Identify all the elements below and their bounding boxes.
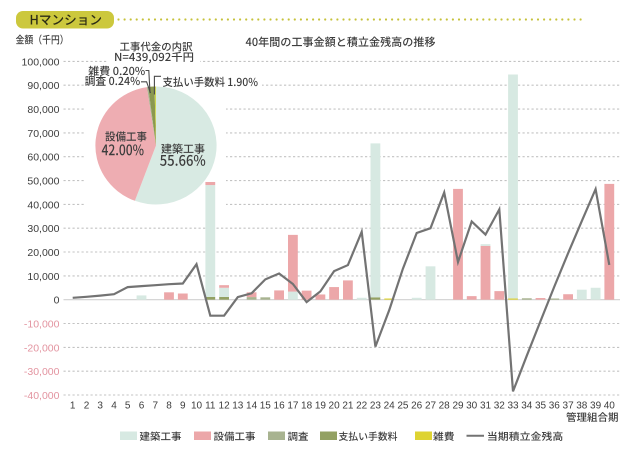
- svg-text:32: 32: [494, 401, 506, 412]
- svg-text:2: 2: [84, 401, 90, 412]
- svg-text:35: 35: [535, 401, 547, 412]
- svg-text:29: 29: [452, 401, 464, 412]
- svg-text:24: 24: [384, 401, 396, 412]
- svg-text:28: 28: [439, 401, 451, 412]
- svg-text:6: 6: [139, 401, 145, 412]
- svg-text:60,000: 60,000: [27, 152, 59, 164]
- svg-text:0: 0: [54, 295, 60, 307]
- svg-text:100,000: 100,000: [22, 56, 60, 68]
- svg-text:22: 22: [356, 401, 368, 412]
- svg-text:13: 13: [232, 401, 244, 412]
- svg-text:40,000: 40,000: [27, 199, 59, 211]
- svg-text:3: 3: [97, 401, 103, 412]
- svg-text:23: 23: [370, 401, 382, 412]
- svg-text:19: 19: [315, 401, 327, 412]
- svg-text:37: 37: [563, 401, 575, 412]
- svg-text:18: 18: [301, 401, 313, 412]
- svg-text:31: 31: [480, 401, 492, 412]
- svg-text:34: 34: [521, 401, 533, 412]
- svg-text:-40,000: -40,000: [24, 390, 60, 402]
- svg-text:9: 9: [180, 401, 186, 412]
- svg-text:25: 25: [397, 401, 409, 412]
- svg-text:10,000: 10,000: [27, 271, 59, 283]
- svg-text:26: 26: [411, 401, 423, 412]
- svg-text:27: 27: [425, 401, 437, 412]
- svg-text:20,000: 20,000: [27, 247, 59, 259]
- svg-text:17: 17: [287, 401, 299, 412]
- svg-text:40: 40: [604, 401, 616, 412]
- svg-text:12: 12: [219, 401, 231, 412]
- svg-text:5: 5: [125, 401, 131, 412]
- svg-text:36: 36: [549, 401, 561, 412]
- svg-text:-20,000: -20,000: [24, 342, 60, 354]
- svg-text:14: 14: [246, 401, 258, 412]
- svg-text:16: 16: [274, 401, 286, 412]
- svg-text:-10,000: -10,000: [24, 319, 60, 331]
- svg-text:1: 1: [70, 401, 76, 412]
- svg-text:80,000: 80,000: [27, 104, 59, 116]
- svg-text:8: 8: [166, 401, 172, 412]
- svg-text:33: 33: [507, 401, 519, 412]
- svg-text:39: 39: [590, 401, 602, 412]
- svg-text:30,000: 30,000: [27, 223, 59, 235]
- svg-text:38: 38: [576, 401, 588, 412]
- svg-text:30: 30: [466, 401, 478, 412]
- svg-text:11: 11: [205, 401, 216, 412]
- svg-text:7: 7: [153, 401, 159, 412]
- svg-text:90,000: 90,000: [27, 80, 59, 92]
- svg-text:10: 10: [191, 401, 203, 412]
- svg-text:-30,000: -30,000: [24, 366, 60, 378]
- svg-text:21: 21: [342, 401, 354, 412]
- svg-text:20: 20: [329, 401, 341, 412]
- svg-text:4: 4: [111, 401, 117, 412]
- svg-text:70,000: 70,000: [27, 128, 59, 140]
- svg-text:15: 15: [260, 401, 272, 412]
- svg-text:50,000: 50,000: [27, 176, 59, 188]
